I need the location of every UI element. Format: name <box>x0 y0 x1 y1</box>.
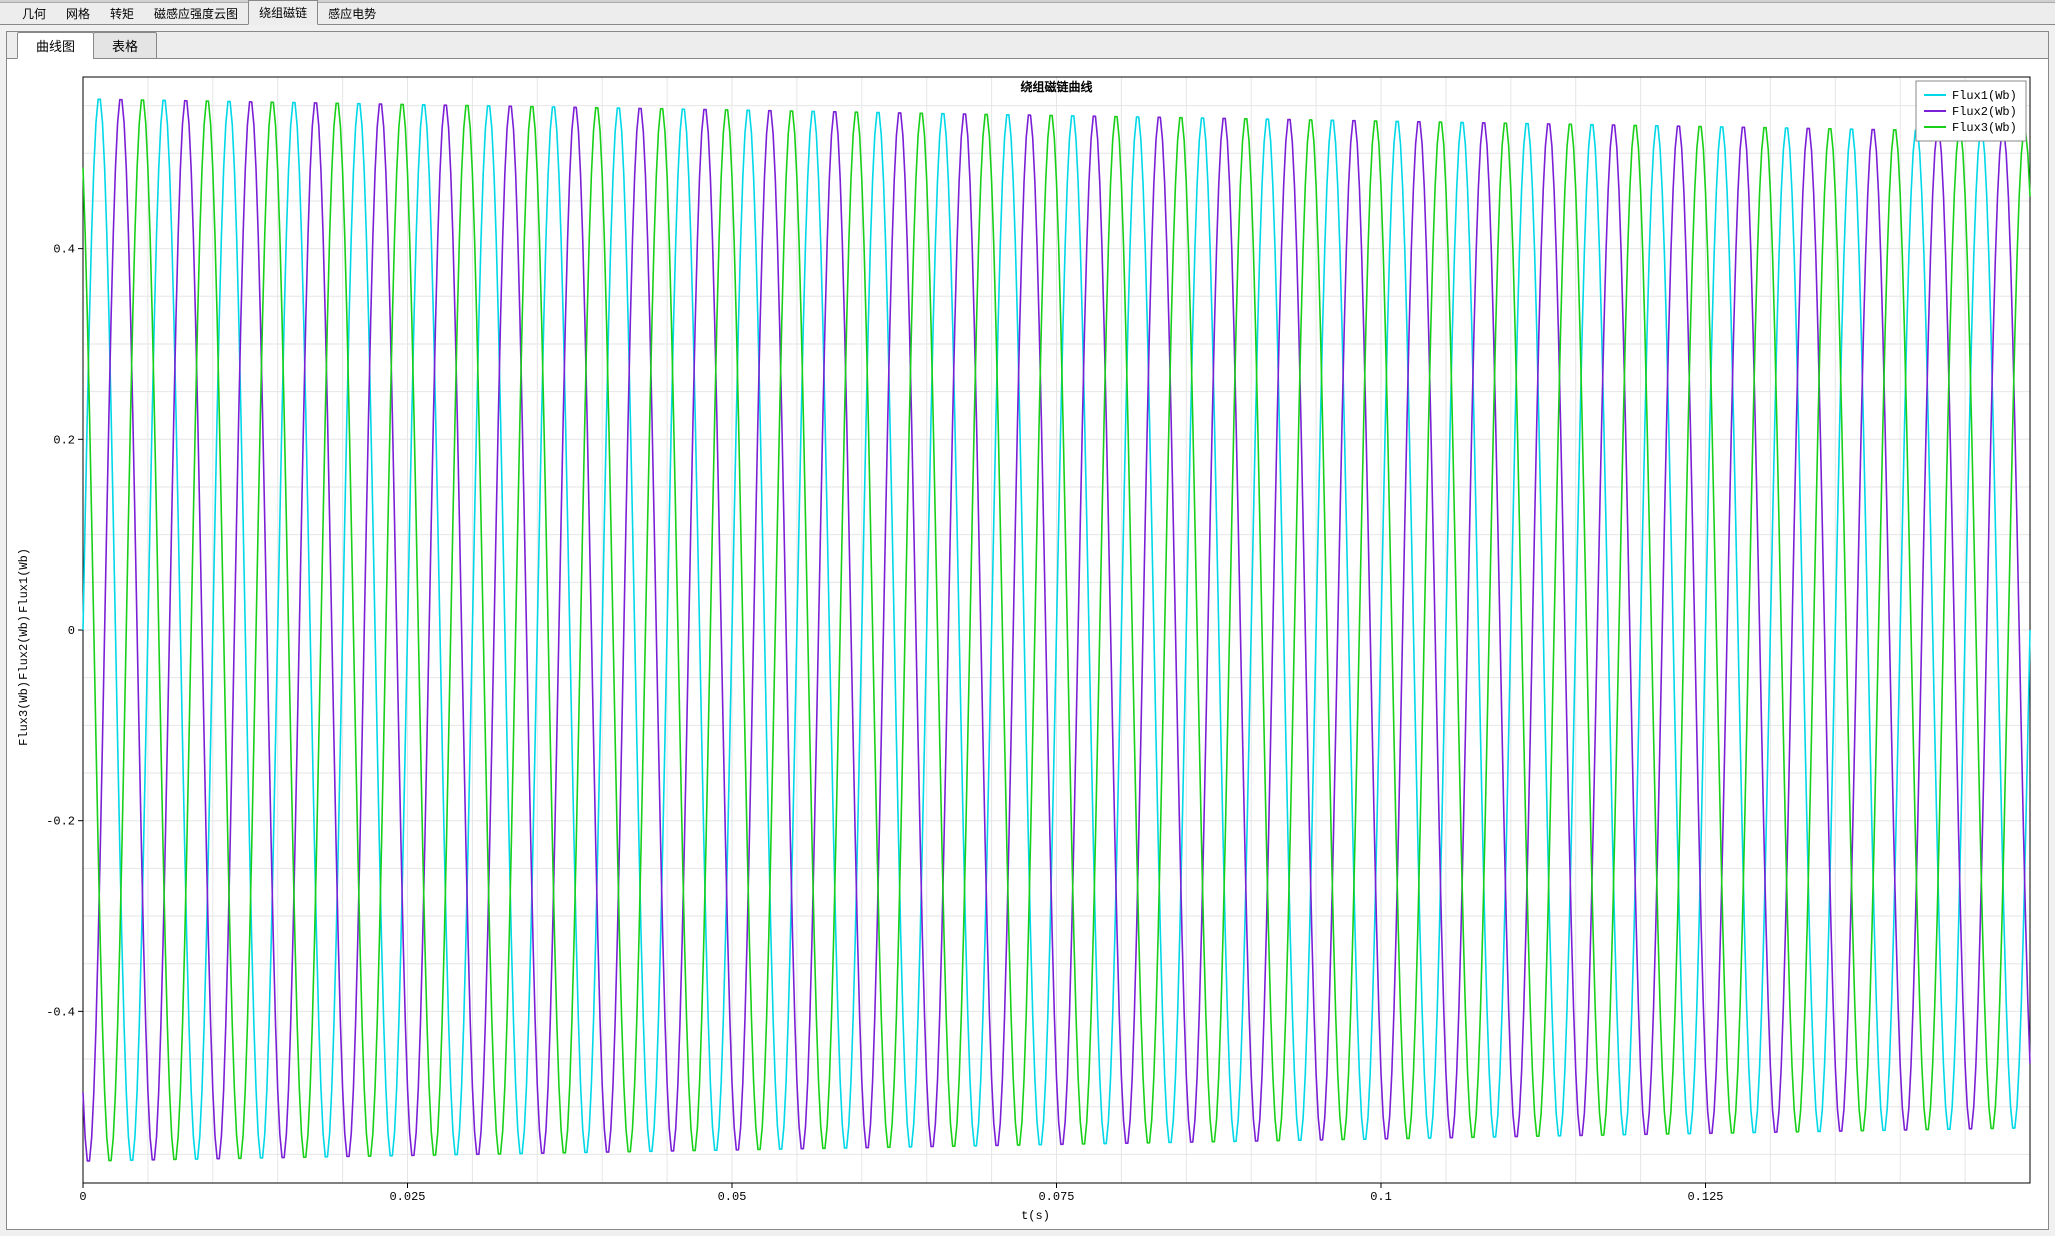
y-axis-labels: Flux1(Wb) Flux2(Wb)Flux3(Wb) <box>17 71 33 1223</box>
main-tab-bar: 几何网格转矩磁感应强度云图绕组磁链感应电势 <box>0 3 2055 25</box>
svg-text:-0.2: -0.2 <box>46 815 75 829</box>
flux-linkage-chart: 0 0.025 0.05 0.075 0.1 0.125 -0.4 -0.2 0 0.2 0.4 绕组… <box>33 71 2038 1207</box>
svg-text:Flux3(Wb): Flux3(Wb) <box>1952 121 2017 135</box>
svg-text:0.025: 0.025 <box>389 1190 425 1204</box>
x-axis-label: t(s) <box>33 1207 2038 1223</box>
sub-tab-1[interactable]: 表格 <box>93 32 157 59</box>
chart-legend: Flux1(Wb) Flux2(Wb) Flux3(Wb) <box>1916 81 2026 141</box>
svg-text:Flux1(Wb): Flux1(Wb) <box>1952 89 2017 103</box>
y-axis-label-0: Flux1(Wb) <box>17 548 31 613</box>
main-tab-5[interactable]: 感应电势 <box>318 2 386 25</box>
svg-text:Flux2(Wb): Flux2(Wb) <box>1952 105 2017 119</box>
y-axis-label-2: Flux3(Wb) <box>17 681 31 746</box>
main-tab-4[interactable]: 绕组磁链 <box>248 0 318 25</box>
svg-text:0.1: 0.1 <box>1370 1190 1392 1204</box>
main-tab-2[interactable]: 转矩 <box>100 2 144 25</box>
plot-column: 0 0.025 0.05 0.075 0.1 0.125 -0.4 -0.2 0 0.2 0.4 绕组… <box>33 71 2038 1223</box>
svg-text:0: 0 <box>79 1190 86 1204</box>
svg-text:0: 0 <box>68 624 75 638</box>
sub-tab-bar: 曲线图表格 <box>7 32 2048 58</box>
svg-text:绕组磁链曲线: 绕组磁链曲线 <box>1020 79 1092 95</box>
svg-text:0.125: 0.125 <box>1687 1190 1723 1204</box>
chart-area: Flux1(Wb)Flux2(Wb)Flux3(Wb) 00.0250.050.… <box>7 58 2048 1229</box>
main-tab-0[interactable]: 几何 <box>12 2 56 25</box>
svg-text:0.2: 0.2 <box>53 433 75 447</box>
sub-tab-0[interactable]: 曲线图 <box>17 32 94 59</box>
svg-text:0.05: 0.05 <box>718 1190 747 1204</box>
svg-text:-0.4: -0.4 <box>46 1005 75 1019</box>
plot-svg-holder: 0 0.025 0.05 0.075 0.1 0.125 -0.4 -0.2 0 0.2 0.4 绕组… <box>33 71 2038 1207</box>
chart-inner: Flux1(Wb)Flux2(Wb)Flux3(Wb) 00.0250.050.… <box>17 71 2038 1223</box>
content-panel: 曲线图表格 Flux1(Wb)Flux2(Wb)Flux3(Wb) 00.025… <box>6 31 2049 1230</box>
svg-text:0.075: 0.075 <box>1038 1190 1074 1204</box>
svg-text:0.4: 0.4 <box>53 243 75 257</box>
main-tab-1[interactable]: 网格 <box>56 2 100 25</box>
y-axis-label-1: Flux2(Wb) <box>17 615 31 680</box>
main-tab-3[interactable]: 磁感应强度云图 <box>144 2 248 25</box>
